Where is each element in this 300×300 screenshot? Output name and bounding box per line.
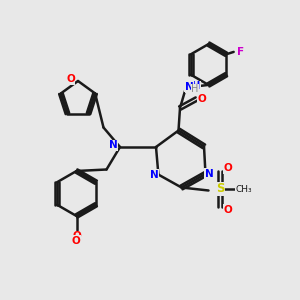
Text: N: N — [205, 169, 214, 179]
Text: O: O — [224, 163, 233, 173]
Text: N: N — [149, 169, 158, 180]
Text: F: F — [237, 47, 244, 57]
Text: O: O — [71, 236, 80, 246]
Text: S: S — [216, 182, 224, 196]
Text: N: N — [185, 82, 194, 92]
Text: H: H — [191, 84, 199, 94]
Text: O: O — [224, 205, 233, 215]
Text: O: O — [197, 94, 206, 104]
Text: O: O — [72, 231, 81, 241]
Text: NH: NH — [184, 81, 201, 91]
Text: O: O — [66, 74, 75, 85]
Text: CH₃: CH₃ — [236, 184, 252, 194]
Text: N: N — [109, 140, 118, 151]
